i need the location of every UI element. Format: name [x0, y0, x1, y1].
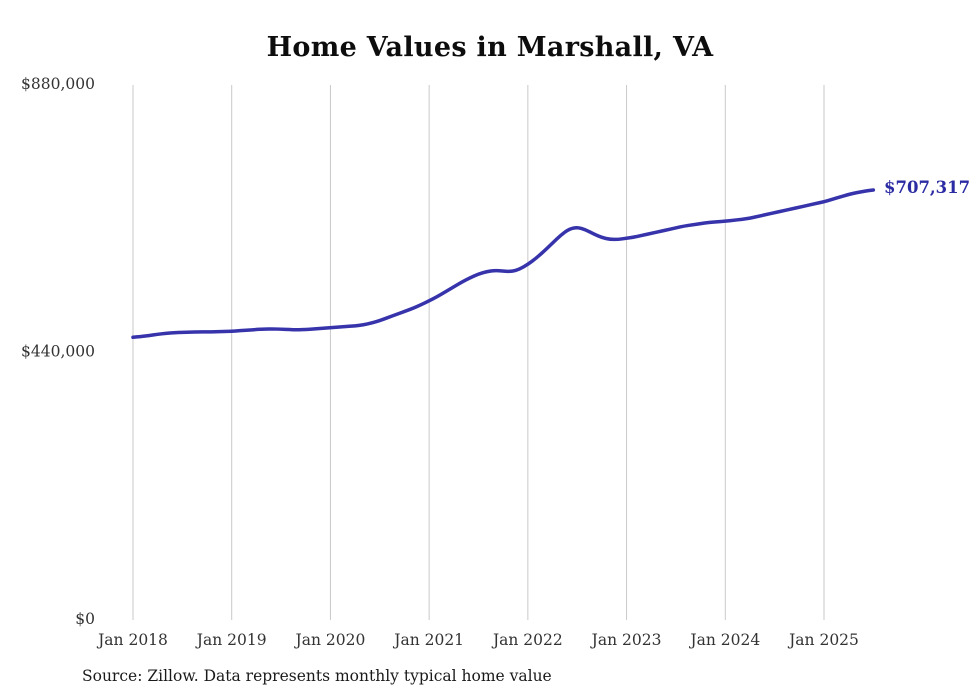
x-axis-tick-label: Jan 2023	[590, 631, 662, 649]
y-axis-tick-label: $440,000	[21, 343, 95, 361]
y-axis-tick-label: $0	[75, 610, 95, 628]
x-axis-tick-label: Jan 2018	[96, 631, 168, 649]
home-value-line	[131, 188, 876, 340]
source-note: Source: Zillow. Data represents monthly …	[82, 667, 552, 685]
x-axis-tick-label: Jan 2025	[787, 631, 859, 649]
x-axis-tick-label: Jan 2021	[392, 631, 464, 649]
chart-title: Home Values in Marshall, VA	[266, 32, 714, 63]
x-axis-tick-label: Jan 2020	[294, 631, 366, 649]
y-axis-tick-label: $880,000	[21, 75, 95, 93]
x-axis-tick-label: Jan 2024	[688, 631, 760, 649]
x-axis-tick-label: Jan 2019	[195, 631, 267, 649]
end-value-label: $707,317	[884, 177, 971, 197]
x-axis-tick-label: Jan 2022	[491, 631, 563, 649]
